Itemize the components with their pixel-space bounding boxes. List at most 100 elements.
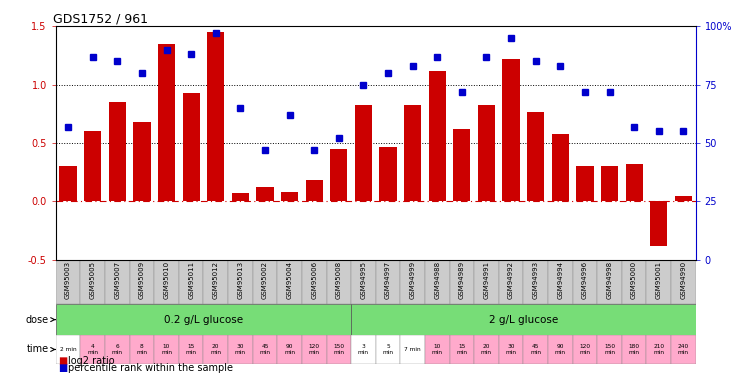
Bar bbox=[302, 335, 327, 364]
Bar bbox=[601, 166, 618, 201]
Text: percentile rank within the sample: percentile rank within the sample bbox=[68, 363, 234, 373]
Bar bbox=[129, 260, 154, 304]
Bar bbox=[577, 166, 594, 201]
Text: GSM94996: GSM94996 bbox=[582, 261, 588, 299]
Text: GSM94994: GSM94994 bbox=[557, 261, 563, 299]
Bar bbox=[404, 105, 421, 201]
Bar bbox=[105, 335, 129, 364]
Text: GSM95006: GSM95006 bbox=[311, 261, 317, 299]
Bar bbox=[597, 260, 622, 304]
Bar bbox=[597, 335, 622, 364]
Bar bbox=[154, 260, 179, 304]
Bar bbox=[671, 260, 696, 304]
Text: GSM95001: GSM95001 bbox=[655, 261, 661, 299]
Text: 0.2 g/L glucose: 0.2 g/L glucose bbox=[164, 315, 243, 325]
Bar bbox=[281, 192, 298, 201]
Text: 20
min: 20 min bbox=[211, 344, 221, 355]
Bar bbox=[56, 304, 351, 335]
Bar bbox=[474, 335, 498, 364]
Text: ■: ■ bbox=[58, 356, 67, 366]
Text: 45
min: 45 min bbox=[530, 344, 541, 355]
Bar bbox=[548, 335, 573, 364]
Bar bbox=[425, 335, 449, 364]
Bar bbox=[478, 105, 495, 201]
Text: 90
min: 90 min bbox=[284, 344, 295, 355]
Bar bbox=[626, 164, 643, 201]
Bar bbox=[622, 335, 647, 364]
Text: GSM94992: GSM94992 bbox=[508, 261, 514, 299]
Text: 150
min: 150 min bbox=[604, 344, 615, 355]
Text: 210
min: 210 min bbox=[653, 344, 664, 355]
Text: 6
min: 6 min bbox=[112, 344, 123, 355]
Bar bbox=[232, 194, 249, 201]
Bar bbox=[253, 260, 278, 304]
Text: 120
min: 120 min bbox=[580, 344, 591, 355]
Text: ■: ■ bbox=[58, 363, 67, 373]
Text: 45
min: 45 min bbox=[260, 344, 271, 355]
Text: 120
min: 120 min bbox=[309, 344, 320, 355]
Text: GSM94990: GSM94990 bbox=[680, 261, 686, 299]
Bar bbox=[179, 260, 203, 304]
Text: 4
min: 4 min bbox=[87, 344, 98, 355]
Text: GSM95010: GSM95010 bbox=[164, 261, 170, 299]
Bar bbox=[84, 131, 101, 201]
Bar bbox=[425, 260, 449, 304]
Text: GSM94999: GSM94999 bbox=[410, 261, 416, 299]
Text: GSM95013: GSM95013 bbox=[237, 261, 243, 299]
Bar bbox=[80, 260, 105, 304]
Bar bbox=[355, 105, 372, 201]
Bar bbox=[105, 260, 129, 304]
Text: 5
min: 5 min bbox=[382, 344, 394, 355]
Text: log2 ratio: log2 ratio bbox=[68, 356, 115, 366]
Bar bbox=[675, 196, 692, 201]
Text: GSM95005: GSM95005 bbox=[90, 261, 96, 299]
Bar bbox=[203, 260, 228, 304]
Text: 2 min: 2 min bbox=[60, 347, 77, 352]
Bar bbox=[498, 260, 523, 304]
Bar bbox=[330, 149, 347, 201]
Bar bbox=[671, 335, 696, 364]
Text: GSM94988: GSM94988 bbox=[434, 261, 440, 299]
Bar bbox=[253, 335, 278, 364]
Bar bbox=[133, 122, 150, 201]
Text: GSM95004: GSM95004 bbox=[286, 261, 292, 299]
Bar bbox=[376, 260, 400, 304]
Bar bbox=[498, 335, 523, 364]
Bar bbox=[376, 335, 400, 364]
Text: GSM95007: GSM95007 bbox=[115, 261, 121, 299]
Text: GDS1752 / 961: GDS1752 / 961 bbox=[53, 12, 147, 25]
Text: 150
min: 150 min bbox=[333, 344, 344, 355]
Bar bbox=[257, 188, 274, 201]
Bar bbox=[80, 335, 105, 364]
Text: GSM94989: GSM94989 bbox=[459, 261, 465, 299]
Text: 2 g/L glucose: 2 g/L glucose bbox=[489, 315, 558, 325]
Bar bbox=[379, 147, 397, 201]
Bar bbox=[523, 335, 548, 364]
Text: 8
min: 8 min bbox=[136, 344, 147, 355]
Bar bbox=[474, 260, 498, 304]
Bar bbox=[306, 180, 323, 201]
Bar bbox=[650, 201, 667, 246]
Bar bbox=[56, 260, 80, 304]
Text: 20
min: 20 min bbox=[481, 344, 492, 355]
Bar bbox=[278, 335, 302, 364]
Text: 3
min: 3 min bbox=[358, 344, 369, 355]
Text: GSM94998: GSM94998 bbox=[606, 261, 612, 299]
Bar bbox=[154, 335, 179, 364]
Bar bbox=[302, 260, 327, 304]
Text: GSM95012: GSM95012 bbox=[213, 261, 219, 299]
Text: GSM94993: GSM94993 bbox=[533, 261, 539, 299]
Bar bbox=[647, 335, 671, 364]
Bar bbox=[429, 70, 446, 201]
Bar bbox=[207, 32, 225, 201]
Bar bbox=[327, 260, 351, 304]
Bar bbox=[60, 166, 77, 201]
Bar bbox=[351, 260, 376, 304]
Bar bbox=[552, 134, 569, 201]
Text: 10
min: 10 min bbox=[161, 344, 172, 355]
Text: 30
min: 30 min bbox=[506, 344, 516, 355]
Text: dose: dose bbox=[25, 315, 48, 325]
Text: 180
min: 180 min bbox=[629, 344, 640, 355]
Bar bbox=[647, 260, 671, 304]
Bar bbox=[400, 335, 425, 364]
